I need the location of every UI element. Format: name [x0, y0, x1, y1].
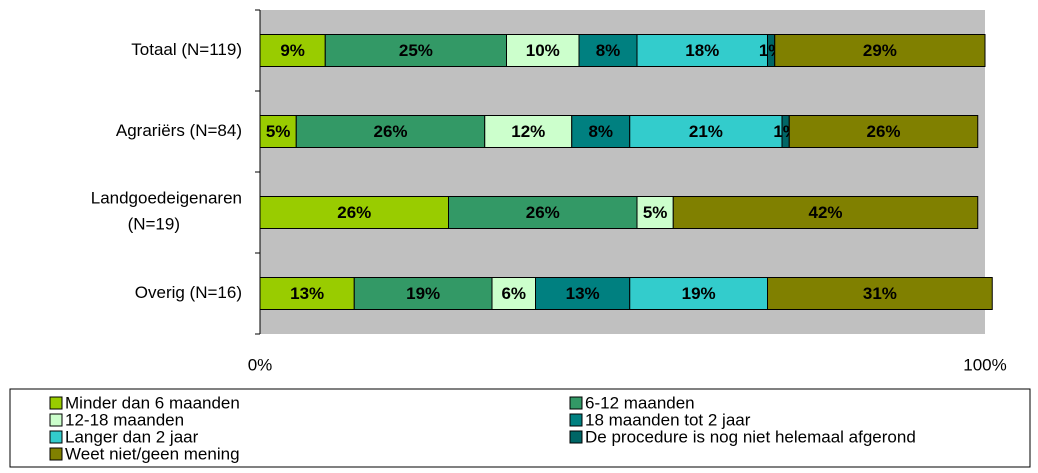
legend-swatch [49, 430, 63, 444]
bar-segment [259, 196, 449, 229]
bar-segment [636, 196, 674, 229]
bar-segment [629, 277, 768, 310]
bar-segment [571, 115, 631, 148]
legend-swatch [569, 430, 583, 444]
legend-label: 6-12 maanden [585, 393, 695, 412]
value-label: 5% [266, 122, 291, 141]
legend-swatch [49, 447, 63, 461]
bar-segment [672, 196, 979, 229]
value-label: 26% [337, 203, 371, 222]
bar-segment [774, 34, 986, 67]
bar-segment [636, 34, 768, 67]
value-label: 26% [373, 122, 407, 141]
bar-segment [295, 115, 486, 148]
value-label: 13% [290, 284, 324, 303]
bar-segment [259, 277, 355, 310]
legend-label: Minder dan 6 maanden [65, 393, 240, 412]
value-label: 21% [689, 122, 723, 141]
bar-segment [448, 196, 638, 229]
value-label: 5% [643, 203, 668, 222]
value-label: 26% [526, 203, 560, 222]
value-label: 25% [399, 41, 433, 60]
bar-segment [535, 277, 631, 310]
value-label: 6% [501, 284, 526, 303]
y-tick-label: Agrariërs (N=84) [116, 121, 242, 140]
value-label: 26% [866, 122, 900, 141]
legend-label: Weet niet/geen mening [65, 444, 240, 463]
y-tick-label: Overig (N=16) [135, 283, 242, 302]
value-label: 8% [596, 41, 621, 60]
bar-segment [767, 277, 993, 310]
bar-segment [324, 34, 507, 67]
y-tick-label: Totaal (N=119) [131, 40, 242, 59]
value-label: 29% [863, 41, 897, 60]
legend-swatch [569, 396, 583, 410]
bar-segment [353, 277, 493, 310]
legend-label: 18 maanden tot 2 jaar [585, 410, 751, 429]
bar-segment [506, 34, 580, 67]
value-label: 12% [511, 122, 545, 141]
value-label: 18% [685, 41, 719, 60]
value-label: 9% [280, 41, 305, 60]
bar-segment [629, 115, 783, 148]
value-label: 8% [588, 122, 613, 141]
value-label: 10% [526, 41, 560, 60]
value-label: 19% [406, 284, 440, 303]
bar-segment [259, 115, 297, 148]
value-label: 13% [566, 284, 600, 303]
bar-segment [788, 115, 979, 148]
x-tick-label: 100% [963, 355, 1006, 374]
legend-swatch [49, 413, 63, 427]
legend-label: Langer dan 2 jaar [65, 427, 199, 446]
legend-label: 12-18 maanden [65, 410, 184, 429]
legend-box [9, 388, 1031, 468]
legend-swatch [569, 413, 583, 427]
bar-segment [491, 277, 536, 310]
value-label: 42% [808, 203, 842, 222]
y-tick-label: Landgoedeigenaren (N=19) [91, 189, 242, 234]
bar-segment [578, 34, 638, 67]
x-tick-label: 0% [248, 355, 273, 374]
legend-swatch [49, 396, 63, 410]
value-label: 31% [863, 284, 897, 303]
legend-label: De procedure is nog niet helemaal afgero… [585, 427, 916, 446]
value-label: 19% [682, 284, 716, 303]
